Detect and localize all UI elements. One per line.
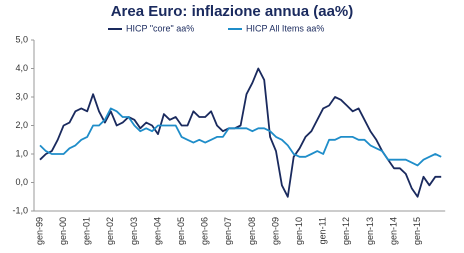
x-tick-label: gen-03	[129, 217, 139, 245]
x-tick-label: gen-14	[388, 217, 398, 245]
x-tick-label: gen-99	[34, 217, 44, 245]
x-tick-label: gen-00	[58, 217, 68, 245]
series-line	[39, 107, 442, 167]
x-tick-label: gen-05	[176, 217, 186, 245]
x-tick-label: gen-11	[318, 217, 328, 244]
x-tick-label: gen-06	[200, 217, 210, 245]
x-tick-label: gen-07	[223, 217, 233, 245]
y-tick-label: -1,0	[12, 205, 28, 215]
y-tick-label: 4,0	[15, 63, 28, 73]
x-tick-label: gen-02	[105, 217, 115, 245]
x-tick-label: gen-09	[270, 217, 280, 245]
y-tick-label: 3,0	[15, 91, 28, 101]
y-tick-label: 1,0	[15, 148, 28, 158]
x-tick-label: gen-08	[247, 217, 257, 245]
y-tick-label: 5,0	[15, 34, 28, 44]
x-tick-label: gen-15	[412, 217, 422, 245]
x-tick-label: gen-01	[82, 217, 92, 245]
x-tick-label: gen-10	[294, 217, 304, 245]
x-tick-label: gen-12	[341, 217, 351, 245]
y-tick-label: 2,0	[15, 120, 28, 130]
series-line	[39, 67, 442, 198]
legend-label: HICP All Items aa%	[246, 23, 324, 33]
x-tick-label: gen-04	[152, 217, 162, 245]
legend-label: HICP "core" aa%	[126, 23, 194, 33]
y-tick-label: 0,0	[15, 177, 28, 187]
x-tick-label: gen-13	[365, 217, 375, 245]
chart-title: Area Euro: inflazione annua (aa%)	[111, 3, 354, 20]
